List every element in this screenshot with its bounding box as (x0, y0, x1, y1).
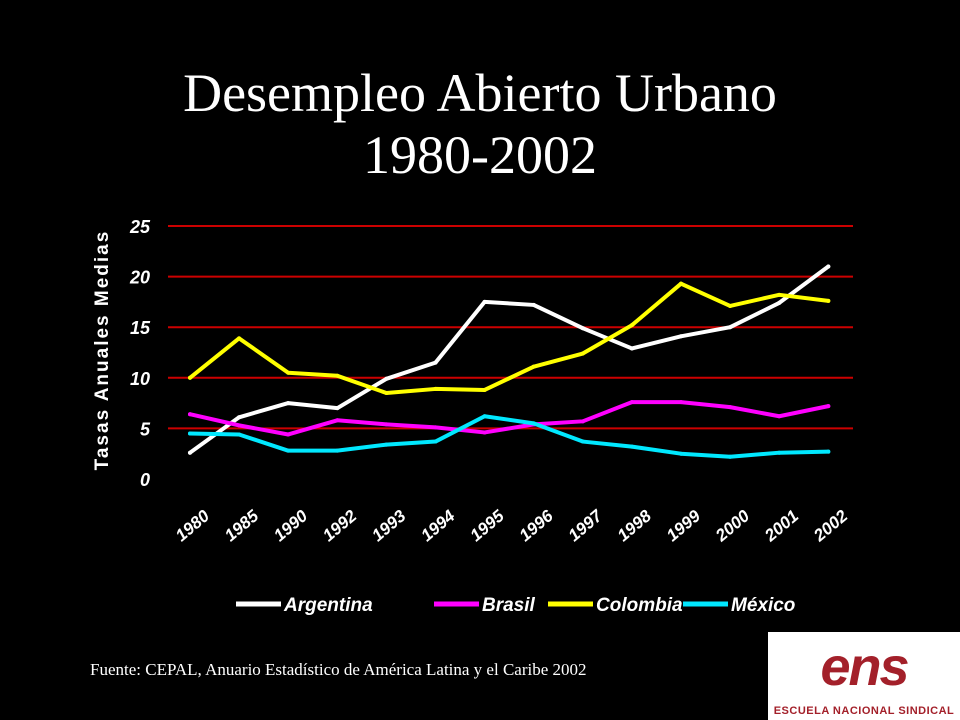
data-point (335, 406, 340, 411)
data-point (826, 298, 831, 303)
data-point (728, 325, 733, 330)
data-point (777, 450, 782, 455)
x-tick-label: 2000 (711, 506, 753, 546)
x-tick-label: 2001 (760, 506, 802, 546)
data-point (384, 376, 389, 381)
data-point (188, 375, 192, 380)
data-point (286, 370, 291, 375)
data-point (629, 400, 634, 405)
data-point (188, 412, 192, 417)
legend: Argentina Brasil Colombia México (236, 595, 795, 616)
data-point (335, 448, 340, 453)
gridlines (168, 225, 853, 430)
data-point (826, 404, 831, 409)
data-point (384, 442, 389, 447)
title-line-1: Desempleo Abierto Urbano (183, 63, 777, 123)
data-point (237, 336, 242, 341)
data-point (728, 405, 733, 410)
data-point (188, 450, 192, 455)
x-tick-label: 1993 (368, 506, 410, 545)
x-tick-label: 1998 (614, 506, 656, 545)
x-tick-label: 2002 (809, 506, 851, 546)
data-point (679, 281, 683, 286)
data-point (679, 334, 683, 339)
series-line-méxico (188, 414, 831, 459)
x-tick-label: 1995 (466, 506, 508, 545)
data-point (482, 414, 487, 419)
x-tick-label: 1980 (172, 506, 214, 545)
data-point (580, 439, 585, 444)
x-tick-label: 1997 (565, 505, 607, 545)
data-point (433, 439, 438, 444)
data-point (531, 421, 536, 426)
data-point (777, 292, 782, 297)
data-point (286, 401, 291, 406)
x-tick-label: 1990 (270, 506, 312, 545)
y-tick-label: 5 (140, 419, 151, 439)
source-note: Fuente: CEPAL, Anuario Estadístico de Am… (90, 660, 587, 679)
page-title: Desempleo Abierto Urbano 1980-2002 (0, 62, 960, 186)
series-line-colombia (188, 281, 831, 395)
x-tick-labels: 1980 1985 1990 1992 1993 1994 1995 1996 1997 1998… (172, 505, 852, 546)
data-point (728, 454, 733, 459)
y-tick-label: 10 (130, 369, 150, 389)
legend-label: Argentina (283, 595, 373, 616)
y-tick-labels: 0 5 10 15 20 25 (129, 217, 151, 490)
data-point (679, 400, 683, 405)
data-point (629, 346, 634, 351)
y-tick-label: 0 (140, 470, 150, 490)
x-tick-label: 1996 (516, 506, 558, 545)
data-point (826, 449, 831, 454)
data-point (482, 387, 487, 392)
series-line-brasil (188, 400, 831, 437)
data-point (188, 431, 192, 436)
y-tick-label: 25 (129, 217, 151, 237)
data-point (531, 364, 536, 369)
data-point (580, 351, 585, 356)
data-point (482, 430, 487, 435)
data-point (237, 415, 242, 420)
x-tick-label: 1994 (417, 506, 459, 545)
data-point (433, 386, 438, 391)
y-tick-label: 20 (129, 268, 150, 288)
legend-label: Colombia (596, 595, 683, 616)
data-point (629, 444, 634, 449)
y-tick-label: 15 (130, 318, 151, 338)
data-point (384, 422, 389, 427)
x-tick-label: 1999 (663, 506, 705, 545)
data-point (629, 323, 634, 328)
data-point (286, 432, 291, 437)
ens-logo: ens ESCUELA NACIONAL SINDICAL (768, 632, 960, 720)
x-tick-label: 1992 (319, 506, 361, 545)
data-point (777, 300, 782, 305)
data-point (335, 373, 340, 378)
series-lines (188, 264, 831, 459)
x-tick-label: 1985 (221, 506, 263, 545)
data-point (433, 425, 438, 430)
data-point (237, 423, 242, 428)
logo-wordmark: ens (820, 637, 909, 697)
data-point (777, 414, 782, 419)
data-point (580, 326, 585, 331)
data-point (237, 432, 242, 437)
data-point (728, 303, 733, 308)
legend-label: México (731, 595, 795, 616)
data-point (433, 360, 438, 365)
legend-label: Brasil (482, 595, 536, 616)
logo-tagline: ESCUELA NACIONAL SINDICAL (773, 705, 955, 717)
data-point (826, 264, 831, 269)
data-point (531, 302, 536, 307)
series-line-argentina (188, 264, 831, 455)
title-line-2: 1980-2002 (363, 125, 597, 185)
data-point (384, 390, 389, 395)
data-point (286, 448, 291, 453)
data-point (482, 299, 487, 304)
data-point (580, 419, 585, 424)
data-point (679, 451, 683, 456)
data-point (335, 418, 340, 423)
